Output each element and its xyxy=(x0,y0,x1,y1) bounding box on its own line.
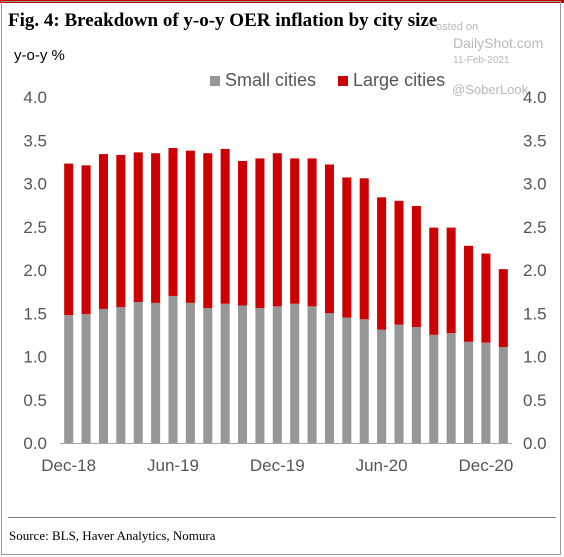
x-tick-0: Dec-18 xyxy=(41,456,96,475)
bar-small-1 xyxy=(81,314,91,443)
legend-label-small: Small cities xyxy=(225,70,317,90)
bar-small-25 xyxy=(498,346,508,443)
bar-small-22 xyxy=(446,333,456,443)
bar-small-14 xyxy=(307,306,317,443)
watermark-posted: osted on xyxy=(436,21,479,33)
bar-large-23 xyxy=(464,245,474,342)
bar-large-13 xyxy=(290,158,300,304)
y-tick-right-4: 2.0 xyxy=(523,261,547,280)
x-tick-4: Dec-20 xyxy=(458,456,513,475)
legend-item-large: Large cities xyxy=(338,70,445,91)
legend-swatch-large xyxy=(338,75,349,86)
y-tick-right-6: 3.0 xyxy=(523,175,547,194)
y-tick-left-7: 3.5 xyxy=(23,131,47,150)
bar-small-3 xyxy=(116,307,126,443)
bar-small-0 xyxy=(64,314,74,443)
x-tick-1: Jun-19 xyxy=(147,456,199,475)
y-tick-left-0: 0.0 xyxy=(23,434,47,453)
bar-small-20 xyxy=(411,327,421,443)
bar-large-9 xyxy=(220,148,230,304)
bar-large-12 xyxy=(272,153,282,307)
bar-small-19 xyxy=(394,324,404,443)
y-tick-left-1: 0.5 xyxy=(23,391,47,410)
bar-small-23 xyxy=(464,341,474,443)
bar-small-7 xyxy=(185,302,195,443)
bar-large-18 xyxy=(377,197,387,330)
bar-large-1 xyxy=(81,165,91,315)
bar-small-21 xyxy=(429,334,439,444)
bar-large-22 xyxy=(446,227,456,334)
bar-large-6 xyxy=(168,148,178,296)
y-tick-right-2: 1.0 xyxy=(523,348,547,367)
watermark-date: 11-Feb-2021 xyxy=(453,55,510,66)
y-tick-left-5: 2.5 xyxy=(23,218,47,237)
legend-label-large: Large cities xyxy=(353,70,446,90)
bar-small-9 xyxy=(220,303,230,443)
bar-small-17 xyxy=(359,319,369,443)
bar-small-5 xyxy=(151,302,161,443)
bar-large-19 xyxy=(394,200,404,325)
y-tick-right-3: 1.5 xyxy=(523,304,547,323)
bar-large-24 xyxy=(481,253,491,343)
y-tick-left-2: 1.0 xyxy=(23,348,47,367)
y-tick-left-3: 1.5 xyxy=(23,304,47,323)
watermark-site: DailyShot.com xyxy=(453,35,544,51)
y-tick-right-5: 2.5 xyxy=(523,218,547,237)
bar-large-2 xyxy=(98,154,108,309)
legend: Small cities Large cities xyxy=(210,70,467,91)
bar-large-0 xyxy=(64,163,74,315)
bar-large-14 xyxy=(307,158,317,307)
bar-large-7 xyxy=(185,150,195,303)
bar-small-12 xyxy=(272,306,282,443)
legend-item-small: Small cities xyxy=(210,70,316,91)
bar-large-20 xyxy=(411,205,421,328)
bar-small-13 xyxy=(290,303,300,443)
y-tick-right-1: 0.5 xyxy=(523,391,547,410)
bar-small-6 xyxy=(168,295,178,443)
bar-small-18 xyxy=(377,329,387,443)
y-tick-right-8: 4.0 xyxy=(523,88,547,107)
x-tick-3: Jun-20 xyxy=(356,456,408,475)
y-tick-left-4: 2.0 xyxy=(23,261,47,280)
bar-large-17 xyxy=(359,178,369,320)
bar-large-5 xyxy=(151,153,161,303)
bar-large-8 xyxy=(203,153,213,309)
y-axis-unit-label: y-o-y % xyxy=(14,47,65,64)
bar-small-24 xyxy=(481,342,491,443)
bar-small-16 xyxy=(342,317,352,443)
watermark-handle: @SoberLook xyxy=(452,82,529,97)
bar-large-3 xyxy=(116,154,126,308)
bar-small-4 xyxy=(133,302,143,443)
bar-large-11 xyxy=(255,158,265,309)
bar-small-10 xyxy=(238,305,248,443)
y-tick-left-8: 4.0 xyxy=(23,88,47,107)
x-tick-2: Dec-19 xyxy=(250,456,305,475)
bar-large-15 xyxy=(324,164,334,314)
source-note: Source: BLS, Haver Analytics, Nomura xyxy=(9,528,216,543)
bar-large-25 xyxy=(498,269,508,347)
y-tick-right-7: 3.5 xyxy=(523,131,547,150)
bar-small-15 xyxy=(324,313,334,443)
bar-large-21 xyxy=(429,227,439,335)
bar-large-10 xyxy=(238,161,248,306)
chart-title: Fig. 4: Breakdown of y-o-y OER inflation… xyxy=(8,10,438,31)
legend-swatch-small xyxy=(210,75,220,86)
bar-large-4 xyxy=(133,152,143,302)
bar-small-2 xyxy=(98,308,108,443)
bar-small-8 xyxy=(203,308,213,443)
y-tick-left-6: 3.0 xyxy=(23,175,47,194)
y-tick-right-0: 0.0 xyxy=(523,434,547,453)
bar-small-11 xyxy=(255,308,265,443)
source-rule xyxy=(8,517,556,518)
bar-large-16 xyxy=(342,177,352,318)
